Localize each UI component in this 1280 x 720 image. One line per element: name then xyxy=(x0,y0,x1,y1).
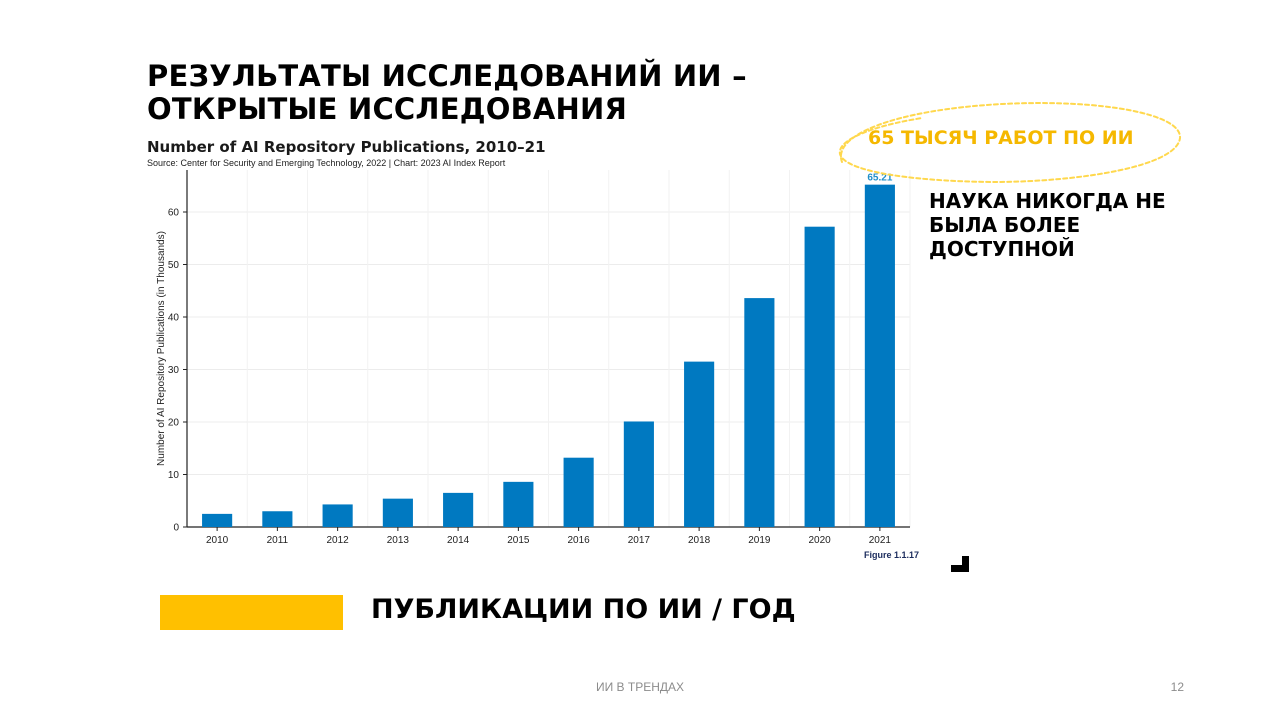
bar-2021 xyxy=(864,184,895,527)
y-tick-label: 60 xyxy=(168,208,180,219)
x-tick-label: 2011 xyxy=(267,535,289,546)
x-tick-label: 2018 xyxy=(688,535,711,546)
x-tick-label: 2014 xyxy=(447,535,470,546)
x-tick-label: 2016 xyxy=(568,535,591,546)
x-tick-label: 2020 xyxy=(809,535,832,546)
bar-2014 xyxy=(443,492,474,527)
y-tick-label: 10 xyxy=(168,470,180,481)
x-tick-label: 2017 xyxy=(628,535,651,546)
x-tick-label: 2013 xyxy=(387,535,410,546)
bar-2013 xyxy=(382,498,413,527)
bar-2015 xyxy=(503,481,534,527)
page-number: 12 xyxy=(1170,680,1184,694)
y-tick-label: 0 xyxy=(173,523,179,534)
y-tick-label: 40 xyxy=(168,313,180,324)
bar-2018 xyxy=(684,361,715,527)
yellow-accent-bar xyxy=(160,595,343,630)
corner-mark-icon xyxy=(951,556,969,572)
y-tick-label: 20 xyxy=(168,418,180,429)
bar-2017 xyxy=(623,421,654,527)
slide-title: РЕЗУЛЬТАТЫ ИССЛЕДОВАНИЙ ИИ – ОТКРЫТЫЕ ИС… xyxy=(147,59,747,126)
footer-text: ИИ В ТРЕНДАХ xyxy=(595,680,685,694)
side-note: НАУКА НИКОГДА НЕ БЫЛА БОЛЕЕ ДОСТУПНОЙ xyxy=(929,189,1166,261)
chart-source: Source: Center for Security and Emerging… xyxy=(147,158,506,168)
y-tick-label: 50 xyxy=(168,260,180,271)
x-tick-label: 2019 xyxy=(748,535,771,546)
callout-text: 65 ТЫСЯЧ РАБОТ ПО ИИ xyxy=(868,127,1134,149)
bar-2010 xyxy=(202,513,233,527)
bar-2016 xyxy=(563,457,594,527)
bar-chart: 0 10 20 30 40 50 60 2010 2011 2012 2013 2014 2015 201… xyxy=(156,170,911,546)
figure-number: Figure 1.1.17 xyxy=(864,550,920,560)
x-tick-label: 2015 xyxy=(507,535,530,546)
x-tick-label: 2021 xyxy=(869,535,892,546)
bar-2012 xyxy=(322,504,353,527)
bar-2020 xyxy=(804,226,835,527)
data-label: 65.21 xyxy=(867,173,892,184)
y-axis-title: Number of AI Repository Publications (in… xyxy=(156,231,167,466)
bar-2019 xyxy=(744,298,775,527)
caption: ПУБЛИКАЦИИ ПО ИИ / ГОД xyxy=(371,594,796,625)
y-tick-label: 30 xyxy=(168,365,180,376)
bar-2011 xyxy=(262,511,293,527)
chart-title: Number of AI Repository Publications, 20… xyxy=(147,138,546,156)
hand-drawn-ellipse xyxy=(838,102,1182,184)
x-tick-label: 2012 xyxy=(327,535,350,546)
x-tick-label: 2010 xyxy=(206,535,229,546)
